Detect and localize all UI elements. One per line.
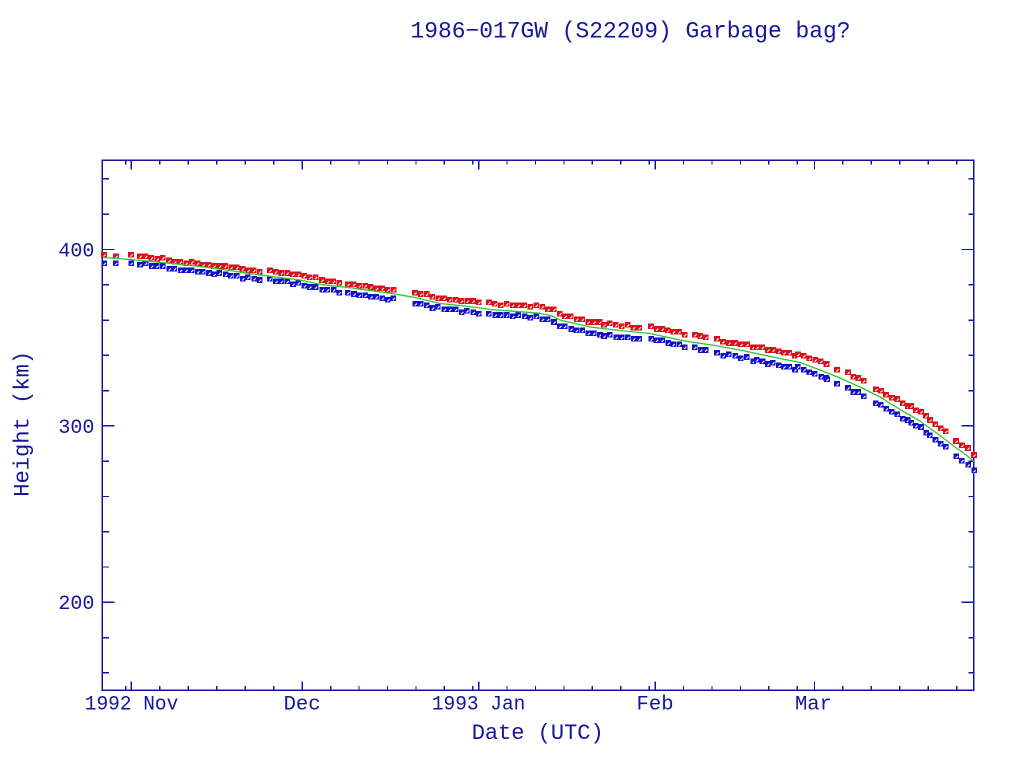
svg-text:Dec: Dec xyxy=(284,694,321,717)
svg-text:Date (UTC): Date (UTC) xyxy=(472,721,604,746)
svg-text:1992 Nov: 1992 Nov xyxy=(85,694,179,717)
svg-text:300: 300 xyxy=(58,417,94,440)
svg-text:1993 Jan: 1993 Jan xyxy=(432,694,526,717)
svg-text:Mar: Mar xyxy=(795,694,832,717)
svg-text:1986−017GW (S22209) Garbage ba: 1986−017GW (S22209) Garbage bag? xyxy=(411,18,851,44)
svg-text:400: 400 xyxy=(58,240,94,263)
svg-text:Feb: Feb xyxy=(637,694,674,717)
svg-text:200: 200 xyxy=(58,593,94,616)
svg-text:Height (km): Height (km) xyxy=(10,351,35,497)
